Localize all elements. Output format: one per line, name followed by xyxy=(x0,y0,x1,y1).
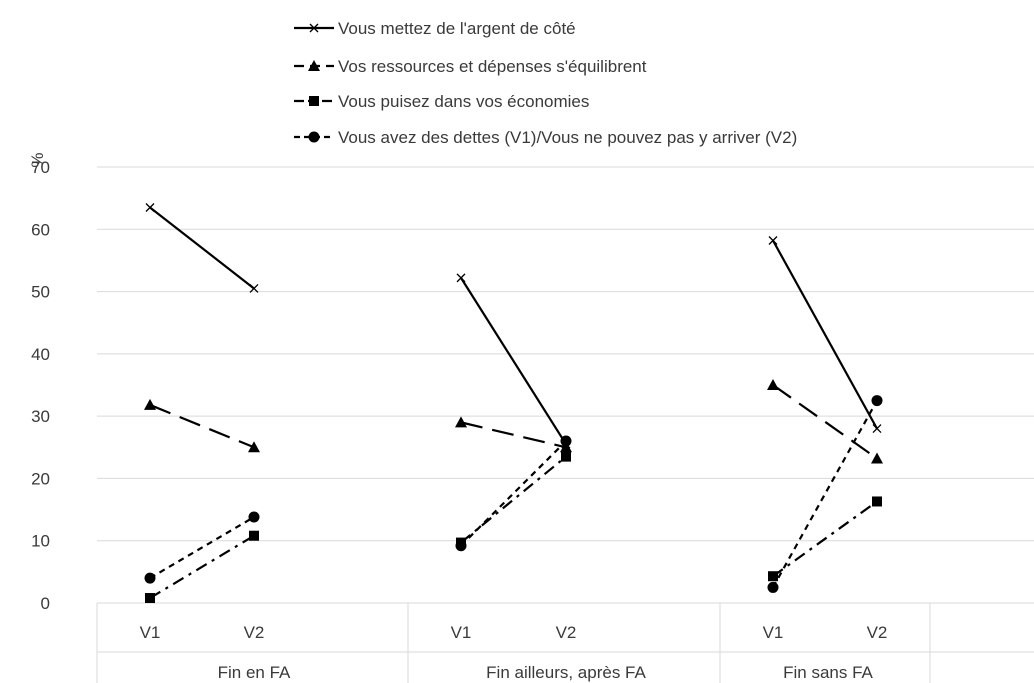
marker-x-stroke xyxy=(768,236,778,245)
legend-label: Vous mettez de l'argent de côté xyxy=(338,19,576,38)
y-tick-label: 50 xyxy=(31,283,50,302)
series-line-segment xyxy=(460,277,567,445)
marker-triangle xyxy=(767,379,779,390)
marker-square xyxy=(768,571,778,582)
series-4 xyxy=(144,395,883,593)
x-category-label: V1 xyxy=(451,623,472,642)
marker-square xyxy=(561,451,571,462)
series-line-segment xyxy=(772,239,878,430)
x-category-label: V2 xyxy=(244,623,265,642)
marker-circle xyxy=(248,511,260,523)
marker-square xyxy=(145,593,155,604)
series-line-segment xyxy=(149,534,255,599)
legend-label: Vous avez des dettes (V1)/Vous ne pouvez… xyxy=(338,128,797,147)
marker-x xyxy=(872,424,882,434)
marker-x-stroke xyxy=(145,203,155,212)
x-category-label: V2 xyxy=(867,623,888,642)
legend-item: Vous puisez dans vos économies xyxy=(294,92,589,111)
y-tick-label: 0 xyxy=(41,594,50,613)
marker-triangle xyxy=(455,416,467,428)
marker-x xyxy=(456,273,466,283)
marker-triangle xyxy=(248,441,260,453)
series-1 xyxy=(145,203,882,449)
x-category-label: V1 xyxy=(140,623,161,642)
series-line-segment xyxy=(460,440,567,547)
marker-x xyxy=(145,203,155,212)
x-category-label: V1 xyxy=(763,623,784,642)
marker-circle xyxy=(144,572,156,584)
x-group-label: Fin ailleurs, après FA xyxy=(486,663,646,682)
y-tick-label: 20 xyxy=(31,469,50,488)
legend-item: Vous avez des dettes (V1)/Vous ne pouvez… xyxy=(294,128,797,147)
marker-x-stroke xyxy=(456,273,466,283)
y-tick-label: 40 xyxy=(31,345,50,364)
series-2 xyxy=(144,379,883,464)
legend-item: Vous mettez de l'argent de côté xyxy=(294,19,576,38)
axes: 0 10 20 30 40 50 60 70% V1 V2 Fin en FA V1 V2 Fin ail… xyxy=(28,152,1034,683)
y-tick-label: 60 xyxy=(31,220,50,239)
series-line-segment xyxy=(149,516,255,580)
x-group-label: Fin en FA xyxy=(218,663,291,682)
y-tick-label: 70 xyxy=(31,158,50,177)
marker-x-stroke xyxy=(309,23,319,33)
marker-x xyxy=(309,23,319,33)
y-tick-label: 30 xyxy=(31,407,50,426)
y-axis-label: % xyxy=(28,152,47,167)
legend-label: Vous puisez dans vos économies xyxy=(338,92,589,111)
series-line-segment xyxy=(460,455,567,544)
series-line-segment xyxy=(149,403,255,449)
gridlines xyxy=(97,166,1034,542)
marker-square xyxy=(249,530,259,541)
marker-x-stroke xyxy=(249,283,259,293)
x-category-label: V2 xyxy=(556,623,577,642)
marker-circle xyxy=(767,581,779,593)
marker-triangle xyxy=(308,60,320,71)
marker-triangle xyxy=(560,441,572,453)
series-line-segment xyxy=(149,206,255,290)
marker-x xyxy=(249,283,259,293)
marker-circle xyxy=(308,131,320,143)
marker-circle xyxy=(871,395,883,407)
series-line-segment xyxy=(772,500,878,578)
series-3 xyxy=(145,451,882,604)
marker-triangle xyxy=(144,398,156,410)
legend-item: Vos ressources et dépenses s'équilibrent xyxy=(294,57,647,76)
legend: Vous mettez de l'argent de côté Vos resso… xyxy=(294,19,797,147)
series-line-segment xyxy=(460,421,567,449)
marker-circle xyxy=(455,540,467,552)
series-line-segment xyxy=(772,400,878,588)
marker-square xyxy=(309,96,319,106)
y-tick-label: 10 xyxy=(31,532,50,551)
marker-x-stroke xyxy=(872,424,882,434)
marker-triangle xyxy=(871,452,883,464)
x-group-label: Fin sans FA xyxy=(783,663,873,682)
marker-circle xyxy=(560,435,572,447)
series-lines xyxy=(144,203,883,604)
series-line-segment xyxy=(772,384,878,460)
legend-label: Vos ressources et dépenses s'équilibrent xyxy=(338,57,647,76)
marker-x xyxy=(768,236,778,245)
marker-square xyxy=(872,496,882,507)
